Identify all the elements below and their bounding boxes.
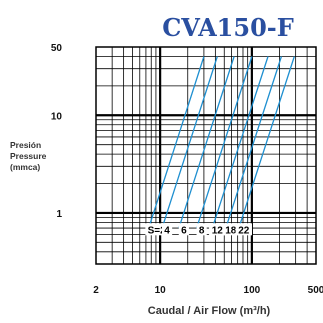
x-tick-label: 500: [308, 285, 323, 296]
tick-labels: 2 10 100 500 1 10 50: [51, 43, 323, 296]
series-label-2: 6: [181, 225, 187, 236]
y-axis-label-line: Presión: [10, 140, 41, 150]
series-lines: [149, 57, 295, 229]
y-tick-label: 50: [51, 43, 63, 54]
series-line-2: [179, 57, 234, 229]
chart-title: CVA150-F: [162, 13, 294, 42]
series-label-4: 12: [212, 225, 224, 236]
x-tick-label: 2: [93, 285, 99, 296]
series-label-6: 22: [238, 225, 250, 236]
series-line-5: [226, 57, 282, 229]
x-axis-label: Caudal / Air Flow (m³/h): [148, 305, 271, 317]
series-line-1: [162, 57, 217, 229]
y-tick-label: 10: [51, 111, 63, 122]
x-tick-label: 10: [155, 285, 167, 296]
y-axis-label-line: (mmca): [10, 162, 40, 172]
series-labels: S=24 6 8 12 18 22: [145, 223, 252, 236]
series-line-4: [212, 57, 268, 229]
y-tick-label: 1: [56, 209, 62, 220]
series-line-0: [149, 57, 204, 229]
y-axis-label-line: Pressure: [10, 151, 47, 161]
series-label-1: 4: [164, 225, 170, 236]
series-line-6: [239, 57, 294, 229]
series-label-5: 18: [225, 225, 237, 236]
x-tick-label: 100: [244, 285, 261, 296]
series-label-3: 8: [199, 225, 205, 236]
